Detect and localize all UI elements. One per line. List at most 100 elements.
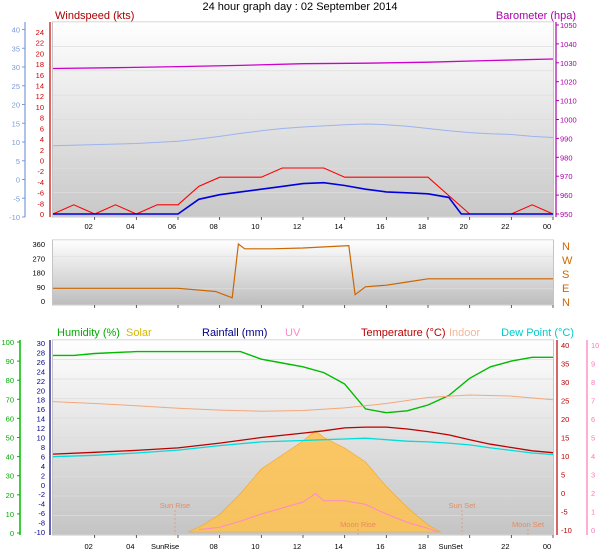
rain-tick-label: 26: [37, 358, 45, 367]
wind-x-label: 18: [418, 222, 426, 231]
dew-point-line: [52, 437, 554, 458]
wind-inner-tick-label: -6: [37, 189, 44, 198]
rain-tick-label: 22: [37, 377, 45, 386]
rain-tick-label: -6: [38, 509, 45, 518]
uv-tick-label: 5: [591, 434, 595, 443]
uv-tick-label: 10: [591, 341, 599, 350]
wind-inner-tick-label: 16: [36, 71, 44, 80]
wind-inner-tick-label: 0: [40, 210, 44, 219]
wind-inner-tick-label: 8: [40, 114, 44, 123]
sun-set-annotation: Sun Set: [449, 501, 477, 510]
thermo-x-label: 10: [251, 542, 259, 551]
rain-tick-label: 8: [41, 443, 45, 452]
wind-x-label: 02: [84, 222, 92, 231]
legend-dew-point: Dew Point (°C): [501, 327, 574, 339]
humidity-tick-label: 30: [6, 472, 14, 481]
wind-direction-tick-label: 360: [32, 240, 45, 249]
uv-tick-label: 8: [591, 378, 595, 387]
temp-tick-label: -5: [561, 508, 568, 517]
rain-tick-label: 18: [37, 396, 45, 405]
rain-tick-label: 4: [41, 462, 45, 471]
legend-humidity: Humidity (%): [57, 327, 120, 339]
wind-inner-tick-label: 20: [36, 49, 44, 58]
temp-tick-label: 30: [561, 378, 569, 387]
wind-outer-tick-label: 0: [16, 176, 20, 185]
humidity-tick-label: 0: [10, 529, 14, 538]
legend-temperature: Temperature (°C): [361, 327, 445, 339]
thermo-x-label: 22: [501, 542, 509, 551]
wind-inner-tick-label: -8: [37, 199, 44, 208]
wind-x-label: 14: [334, 222, 342, 231]
wind-outer-tick-label: 15: [12, 119, 20, 128]
legend-indoor: Indoor: [449, 327, 481, 339]
temp-tick-label: 0: [561, 489, 565, 498]
wind-outer-tick-label: 40: [12, 26, 20, 35]
wind-inner-tick-label: 18: [36, 60, 44, 69]
thermo-x-label: 04: [126, 542, 134, 551]
rain-tick-label: 16: [37, 405, 45, 414]
rain-tick-label: 14: [37, 415, 45, 424]
thermo-x-label: 14: [334, 542, 342, 551]
thermo-x-label: Rise: [164, 542, 179, 551]
thermo-x-label: Sun: [151, 542, 164, 551]
legend-uv: UV: [285, 327, 301, 339]
windspeed-average-line: [53, 181, 553, 215]
rain-tick-label: 20: [37, 386, 45, 395]
legend-solar: Solar: [126, 327, 152, 339]
baro-tick-label: 970: [560, 172, 573, 181]
rain-tick-label: 28: [37, 348, 45, 357]
temp-tick-label: 35: [561, 360, 569, 369]
temperature-line: [52, 426, 554, 455]
compass-label: W: [562, 255, 573, 267]
uv-tick-label: 2: [591, 489, 595, 498]
wind-outer-tick-label: 35: [12, 44, 20, 53]
baro-tick-label: 990: [560, 134, 573, 143]
wind-outer-tick-label: -5: [13, 194, 20, 203]
wind-outer-tick-label: 5: [16, 157, 20, 166]
rain-tick-label: 24: [37, 367, 45, 376]
wind-x-label: 00: [543, 222, 551, 231]
barometer-line: [52, 58, 554, 70]
baro-tick-label: 1010: [560, 97, 577, 106]
wind-x-label: 06: [168, 222, 176, 231]
compass-label: N: [562, 241, 570, 253]
rain-tick-label: 12: [37, 424, 45, 433]
wind-x-label: 10: [251, 222, 259, 231]
wind-inner-tick-label: 10: [36, 103, 44, 112]
uv-line: [198, 492, 439, 533]
wind-inner-tick-label: 12: [36, 92, 44, 101]
baro-tick-label: 1050: [560, 21, 577, 30]
temp-tick-label: 10: [561, 452, 569, 461]
wind-x-label: 20: [459, 222, 467, 231]
thermo-x-label: 00: [543, 542, 551, 551]
wind-inner-tick-label: 22: [36, 39, 44, 48]
uv-tick-label: 6: [591, 415, 595, 424]
wind-direction-line: [53, 242, 553, 299]
wind-inner-tick-label: 6: [40, 124, 44, 133]
wind-outer-tick-label: 20: [12, 101, 20, 110]
legend-rainfall: Rainfall (mm): [202, 327, 267, 339]
baro-tick-label: 1030: [560, 59, 577, 68]
uv-tick-label: 7: [591, 397, 595, 406]
thermo-x-label: 08: [209, 542, 217, 551]
humidity-tick-label: 80: [6, 376, 14, 385]
wind-x-label: 04: [126, 222, 134, 231]
humidity-tick-label: 90: [6, 357, 14, 366]
rain-tick-label: 0: [41, 481, 45, 490]
temp-tick-label: 5: [561, 471, 565, 480]
moon-set-annotation: Moon Set: [512, 520, 545, 529]
humidity-line: [53, 350, 553, 414]
baro-tick-label: 1020: [560, 78, 577, 87]
thermo-x-label: Set: [452, 542, 464, 551]
wind-outer-tick-label: 10: [12, 138, 20, 147]
thermo-x-label: 16: [376, 542, 384, 551]
humidity-tick-label: 70: [6, 395, 14, 404]
temp-tick-label: 15: [561, 434, 569, 443]
baro-header: Barometer (hpa): [496, 10, 576, 22]
uv-tick-label: 3: [591, 471, 595, 480]
compass-label: N: [562, 297, 570, 309]
moon-rise-annotation: Moon Rise: [340, 520, 376, 529]
wind-direction-tick-label: 90: [37, 283, 45, 292]
indoor-temperature-line: [52, 394, 554, 412]
